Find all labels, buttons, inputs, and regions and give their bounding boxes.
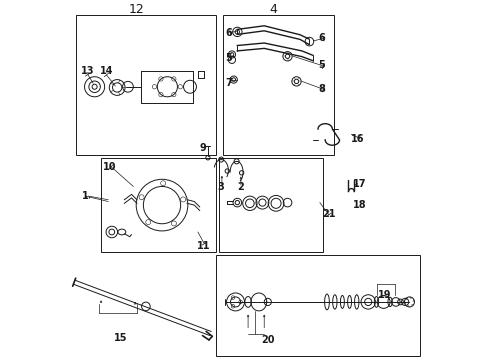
Text: 6: 6 (224, 28, 231, 38)
Text: 19: 19 (377, 290, 390, 300)
Text: 10: 10 (103, 162, 117, 172)
Text: 1: 1 (81, 191, 88, 201)
Text: 4: 4 (269, 3, 277, 16)
Text: 2: 2 (237, 182, 244, 192)
Text: 6: 6 (318, 33, 325, 43)
Text: 21: 21 (322, 209, 335, 219)
Text: 15: 15 (114, 333, 127, 343)
Text: 18: 18 (352, 200, 366, 210)
Text: 3: 3 (217, 182, 224, 192)
Bar (223, 15, 333, 155)
Bar (76, 15, 215, 155)
Text: 5: 5 (224, 53, 231, 63)
Text: 7: 7 (224, 78, 231, 88)
Text: 11: 11 (196, 241, 209, 251)
Bar (219, 158, 323, 252)
Text: 14: 14 (100, 66, 113, 76)
Bar (215, 255, 419, 356)
Text: 8: 8 (318, 84, 325, 94)
Text: 12: 12 (129, 3, 144, 16)
Text: 9: 9 (200, 143, 206, 153)
Text: 20: 20 (261, 334, 274, 345)
Text: 17: 17 (352, 179, 365, 189)
Text: 5: 5 (318, 60, 325, 70)
Bar (101, 158, 215, 252)
Text: 16: 16 (350, 134, 364, 144)
Text: 13: 13 (81, 66, 94, 76)
